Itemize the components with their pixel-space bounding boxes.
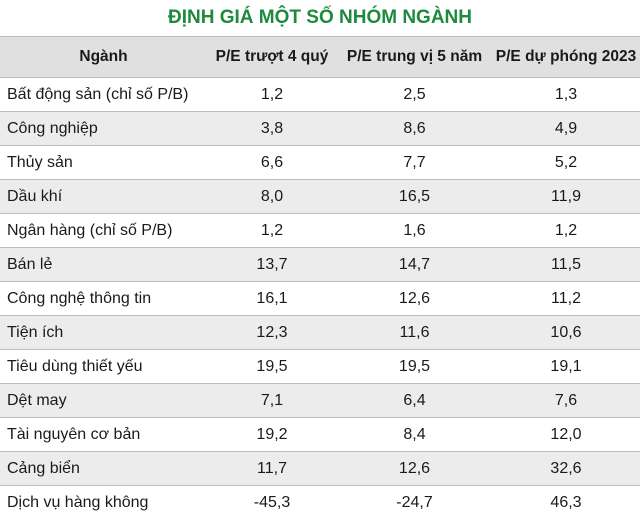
pe-trailing-cell: 1,2 — [207, 214, 337, 248]
pe-trailing-cell: 19,5 — [207, 350, 337, 384]
pe-trailing-cell: -45,3 — [207, 486, 337, 519]
sector-cell: Tiêu dùng thiết yếu — [0, 350, 207, 384]
pe-forecast-cell: 19,1 — [492, 350, 640, 384]
column-header-sector: Ngành — [0, 37, 207, 78]
valuation-table: Ngành P/E trượt 4 quý P/E trung vị 5 năm… — [0, 36, 640, 519]
sector-cell: Tài nguyên cơ bản — [0, 418, 207, 452]
sector-cell: Tiện ích — [0, 316, 207, 350]
pe-trailing-cell: 11,7 — [207, 452, 337, 486]
pe-median-cell: 8,4 — [337, 418, 492, 452]
sector-cell: Ngân hàng (chỉ số P/B) — [0, 214, 207, 248]
sector-cell: Bất động sản (chỉ số P/B) — [0, 78, 207, 112]
pe-forecast-cell: 4,9 — [492, 112, 640, 146]
pe-median-cell: 12,6 — [337, 452, 492, 486]
sector-cell: Thủy sản — [0, 146, 207, 180]
pe-forecast-cell: 5,2 — [492, 146, 640, 180]
pe-trailing-cell: 6,6 — [207, 146, 337, 180]
sector-cell: Dệt may — [0, 384, 207, 418]
pe-forecast-cell: 1,2 — [492, 214, 640, 248]
pe-median-cell: 6,4 — [337, 384, 492, 418]
column-header-pe-median: P/E trung vị 5 năm — [337, 37, 492, 78]
pe-median-cell: 11,6 — [337, 316, 492, 350]
pe-trailing-cell: 12,3 — [207, 316, 337, 350]
pe-forecast-cell: 12,0 — [492, 418, 640, 452]
sector-cell: Dịch vụ hàng không — [0, 486, 207, 519]
sector-cell: Dầu khí — [0, 180, 207, 214]
sector-cell: Công nghệ thông tin — [0, 282, 207, 316]
pe-trailing-cell: 1,2 — [207, 78, 337, 112]
pe-median-cell: 1,6 — [337, 214, 492, 248]
pe-trailing-cell: 16,1 — [207, 282, 337, 316]
pe-forecast-cell: 32,6 — [492, 452, 640, 486]
column-header-pe-trailing: P/E trượt 4 quý — [207, 37, 337, 78]
pe-trailing-cell: 7,1 — [207, 384, 337, 418]
pe-median-cell: 7,7 — [337, 146, 492, 180]
pe-median-cell: 14,7 — [337, 248, 492, 282]
pe-forecast-cell: 46,3 — [492, 486, 640, 519]
pe-median-cell: -24,7 — [337, 486, 492, 519]
pe-forecast-cell: 1,3 — [492, 78, 640, 112]
pe-trailing-cell: 3,8 — [207, 112, 337, 146]
pe-trailing-cell: 8,0 — [207, 180, 337, 214]
table-title: ĐỊNH GIÁ MỘT SỐ NHÓM NGÀNH — [0, 0, 640, 36]
pe-forecast-cell: 7,6 — [492, 384, 640, 418]
pe-median-cell: 2,5 — [337, 78, 492, 112]
sector-cell: Bán lẻ — [0, 248, 207, 282]
pe-forecast-cell: 11,2 — [492, 282, 640, 316]
pe-trailing-cell: 13,7 — [207, 248, 337, 282]
sector-cell: Cảng biển — [0, 452, 207, 486]
sector-cell: Công nghiệp — [0, 112, 207, 146]
pe-median-cell: 8,6 — [337, 112, 492, 146]
pe-median-cell: 19,5 — [337, 350, 492, 384]
pe-trailing-cell: 19,2 — [207, 418, 337, 452]
header-row: Ngành P/E trượt 4 quý P/E trung vị 5 năm… — [0, 37, 640, 78]
column-header-pe-forecast: P/E dự phóng 2023 — [492, 37, 640, 78]
pe-median-cell: 16,5 — [337, 180, 492, 214]
pe-forecast-cell: 11,9 — [492, 180, 640, 214]
pe-forecast-cell: 10,6 — [492, 316, 640, 350]
pe-forecast-cell: 11,5 — [492, 248, 640, 282]
pe-median-cell: 12,6 — [337, 282, 492, 316]
